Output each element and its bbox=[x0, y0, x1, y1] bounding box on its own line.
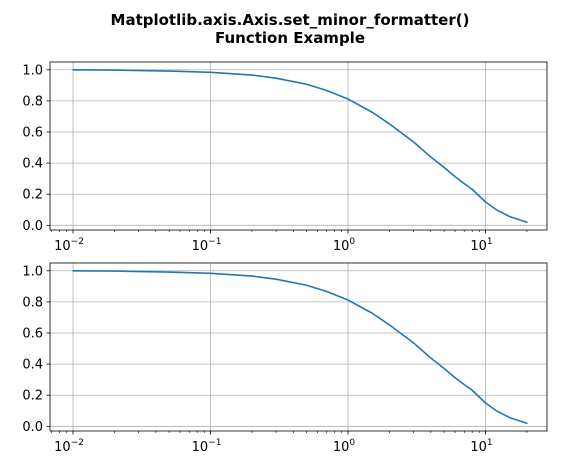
figure-title-line-1: Matplotlib.axis.Axis.set_minor_formatter… bbox=[111, 11, 470, 29]
axes-frame bbox=[49, 262, 548, 432]
y-tick-label: 0.8 bbox=[22, 295, 43, 310]
y-tick-label: 0.0 bbox=[22, 219, 43, 234]
figure-title-line-2: Function Example bbox=[215, 29, 365, 47]
y-tick-label: 0.2 bbox=[22, 188, 43, 203]
y-tick-label: 0.6 bbox=[22, 126, 43, 141]
y-tick-label: 0.4 bbox=[22, 157, 43, 172]
x-tick-label: 100 bbox=[333, 438, 356, 455]
x-tick-label: 101 bbox=[470, 237, 492, 254]
x-tick-label: 100 bbox=[333, 237, 356, 254]
y-tick-label: 0.8 bbox=[22, 94, 43, 109]
x-tick-label: 10−2 bbox=[54, 237, 84, 254]
y-tick-label: 1.0 bbox=[22, 264, 43, 279]
subplot-bottom: 10−2 10−1 100 101 0.0 0.2 0.4 0.6 0.8 1.0 bbox=[22, 262, 548, 455]
y-tick-label: 0.2 bbox=[22, 389, 43, 404]
x-tick-label: 101 bbox=[470, 438, 492, 455]
y-tick-label: 0.6 bbox=[22, 327, 43, 342]
series-line bbox=[72, 68, 528, 224]
series-line bbox=[72, 269, 528, 425]
x-tick-label: 10−2 bbox=[54, 438, 84, 455]
y-tick-label: 0.0 bbox=[22, 420, 43, 435]
subplot-top: 10−2 10−1 100 101 0.0 0.2 0.4 0.6 0.8 1.0 bbox=[22, 61, 548, 254]
x-tick-label: 10−1 bbox=[192, 237, 222, 254]
axes-frame bbox=[49, 61, 548, 231]
x-tick-label: 10−1 bbox=[192, 438, 222, 455]
y-tick-label: 0.4 bbox=[22, 358, 43, 373]
y-tick-label: 1.0 bbox=[22, 63, 43, 78]
